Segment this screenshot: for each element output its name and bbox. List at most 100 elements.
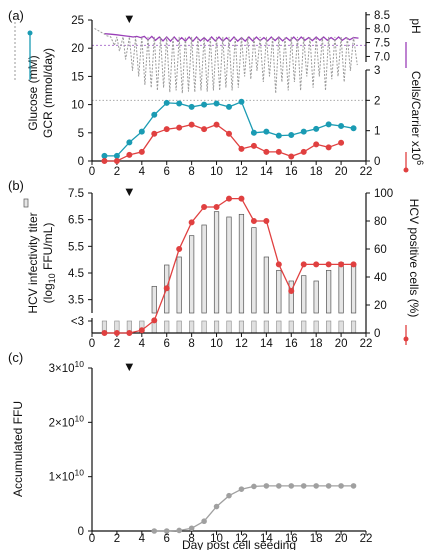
gcr-point: [138, 128, 145, 135]
left-axis-title-line: GCR (mmol/day): [41, 48, 55, 138]
titer-bar: [301, 275, 307, 314]
titer-bar: [276, 269, 282, 314]
accumulated-ffu-point: [213, 503, 220, 510]
x-tick-label: 22: [360, 533, 373, 545]
titer-bar: [238, 213, 245, 314]
x-axis-title: Day post cell seeding: [182, 538, 296, 550]
cells-point: [338, 139, 345, 146]
x-tick-label: 12: [235, 533, 248, 545]
x-tick-label: 2: [114, 338, 120, 350]
titer-bar: [350, 264, 357, 314]
positive-cells-point: [288, 288, 295, 294]
positive-cells-legend-marker: [403, 336, 409, 342]
accumulated-ffu-point: [151, 528, 158, 534]
titer-bar: [201, 224, 207, 314]
x-tick-label: 12: [235, 166, 248, 178]
left-tick-label: 0: [78, 526, 84, 538]
accumulated-ffu-point: [300, 483, 307, 489]
positive-cells-point: [300, 261, 307, 268]
accumulated-ffu-point: [238, 486, 245, 492]
left-tick-label: 25: [71, 15, 84, 27]
titer-bar: [189, 235, 195, 314]
titer-bar-stub: [288, 320, 294, 334]
left-tick-label: 3×1010: [49, 359, 85, 375]
positive-cells-point: [238, 195, 245, 202]
titer-bar-stub: [350, 320, 357, 334]
accumulated-ffu-point: [163, 528, 170, 534]
left-tick-mantissa: 1×10: [49, 472, 75, 484]
titer-bar-stub: [326, 320, 332, 334]
x-tick-label: 20: [335, 338, 348, 350]
gcr-point: [101, 152, 108, 159]
x-tick-label: 14: [260, 166, 273, 178]
titer-bar-stub: [263, 320, 269, 334]
titer-bar-stub: [238, 320, 245, 334]
left-tick-label: 1×1010: [49, 468, 85, 484]
panel-label: (b): [8, 178, 24, 193]
x-tick-label: 14: [260, 533, 273, 545]
left-tick-label: 3.5: [68, 295, 84, 307]
x-tick-label: 6: [164, 166, 170, 178]
x-tick-label: 8: [188, 166, 194, 178]
positive-cells-point: [313, 261, 320, 268]
panel-label: (c): [8, 350, 23, 365]
ph-line: [104, 33, 359, 43]
panel-label: (a): [8, 8, 24, 23]
x-tick-label: 22: [360, 166, 373, 178]
left-tick-label: 5.5: [68, 241, 84, 253]
positive-cells-point: [113, 330, 120, 336]
gcr-point: [350, 125, 357, 132]
titer-bar: [326, 269, 332, 314]
cells-tick-label: 3: [374, 65, 380, 77]
titer-legend-swatch: [23, 198, 29, 208]
accumulated-ffu-point: [313, 483, 319, 489]
right-tick-label: 100: [374, 188, 393, 200]
titer-bar: [288, 280, 294, 314]
left-tick-mantissa: 3×10: [49, 363, 75, 375]
cells-tick-label: 0: [374, 156, 380, 168]
treatment-marker: ▼: [123, 11, 136, 26]
cells-point: [300, 148, 307, 155]
titer-bar-stub: [251, 320, 257, 334]
cells-point: [188, 121, 195, 128]
gcr-point: [213, 100, 220, 107]
x-tick-label: 18: [310, 338, 323, 350]
cells-point: [201, 126, 208, 133]
gcr-point: [113, 152, 120, 159]
accumulated-ffu-point: [350, 483, 357, 489]
positive-cells-point: [176, 246, 183, 252]
left-tick-label: 7.5: [68, 188, 84, 200]
left-axis-title: Accumulated FFU: [11, 401, 25, 497]
left-tick-exponent: 10: [75, 359, 85, 369]
titer-bar: [151, 285, 157, 314]
panel-b: (b) ▼ 3.5 4.5 5.5 6.5 7.5 <3 HCV infectivity tit…: [8, 178, 421, 350]
x-tick-label: 20: [335, 533, 348, 545]
x-tick-label: 6: [164, 338, 170, 350]
accumulated-ffu-point: [176, 527, 182, 534]
cells-tick-label: 1: [374, 126, 380, 138]
x-tick-label: 14: [260, 338, 273, 350]
cells-axis-title: Cells/Carrier x106: [409, 71, 425, 165]
left-axis-title-line: Glucose (mM): [26, 55, 40, 130]
x-tick-label: 12: [235, 338, 248, 350]
x-tick-label: 0: [89, 166, 95, 178]
titer-bar: [313, 280, 319, 314]
gcr-point: [238, 98, 245, 105]
left-tick-mantissa: 2×10: [49, 417, 75, 429]
cells-legend-marker: [403, 167, 409, 173]
titer-bar: [251, 227, 257, 314]
cells-point: [151, 130, 158, 137]
titer-bar: [338, 261, 344, 314]
x-tick-label: 18: [310, 166, 323, 178]
treatment-marker: ▼: [123, 184, 136, 199]
gcr-point: [126, 139, 133, 146]
right-tick-label: 40: [374, 272, 387, 284]
left-tick-label: 0: [78, 156, 84, 168]
titer-bar-stub: [338, 320, 344, 334]
ph-tick-label: 7.0: [374, 51, 390, 63]
positive-cells-point: [263, 218, 270, 224]
x-tick-label: 4: [139, 338, 146, 350]
left-tick-exponent: 10: [75, 413, 85, 423]
